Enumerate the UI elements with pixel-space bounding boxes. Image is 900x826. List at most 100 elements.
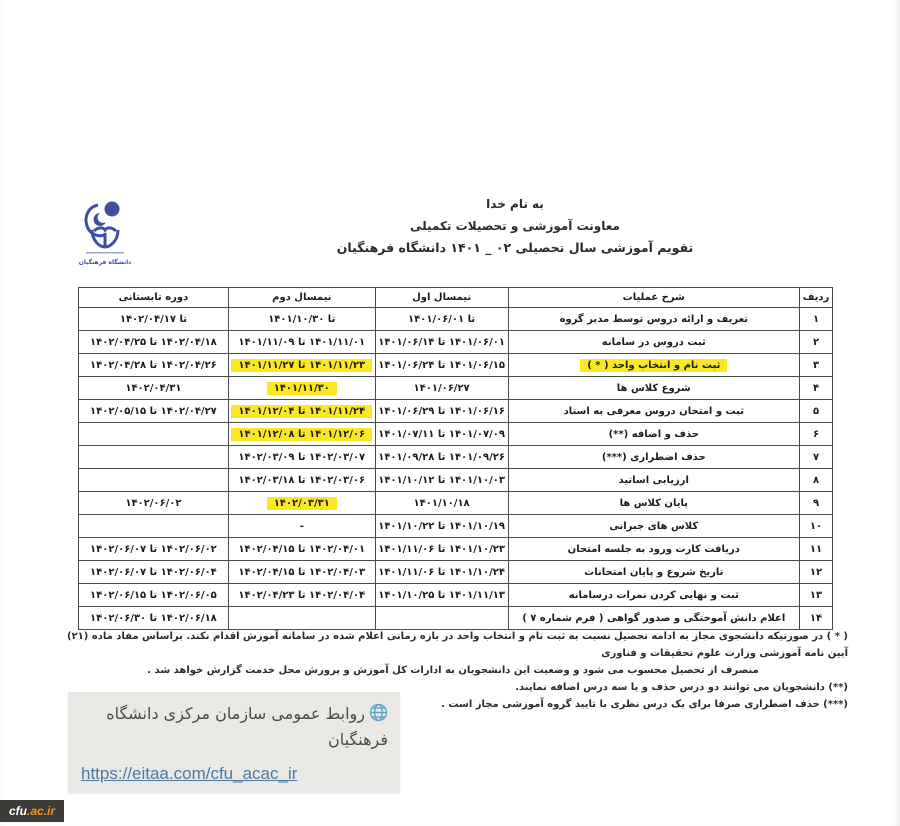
footnote-1: ( * ) در صورتیکه دانشجوی مجاز به ادامه ت…	[66, 631, 848, 659]
col-header-summer: دوره تابستانی	[78, 287, 229, 308]
semester2-cell: تا ۱۴۰۱/۱۰/۳۰	[227, 307, 376, 331]
semester1-cell: ۱۴۰۱/۱۰/۱۸	[374, 491, 509, 515]
row-number: ۶	[799, 422, 833, 446]
department-subtitle: معاونت آموزشی و تحصیلات تکمیلی	[410, 219, 620, 233]
col-header-operation: شرح عملیات	[507, 287, 801, 308]
semester2-cell: ۱۴۰۲/۰۴/۰۴ تا ۱۴۰۲/۰۴/۲۳	[227, 583, 376, 607]
table-row: ۱۳ ثبت و نهایی کردن نمرات درسامانه ۱۴۰۱/…	[78, 583, 833, 607]
row-number: ۴	[799, 376, 833, 400]
table-row: ۸ ارزیابی اساتید ۱۴۰۱/۱۰/۰۳ تا ۱۴۰۱/۱۰/۱…	[78, 468, 833, 492]
summer-cell	[78, 468, 229, 492]
semester1-cell: ۱۴۰۱/۰۹/۲۶ تا ۱۴۰۱/۰۹/۲۸	[374, 445, 509, 469]
semester2-cell: ۱۴۰۲/۰۴/۰۱ تا ۱۴۰۲/۰۴/۱۵	[227, 537, 376, 561]
public-relations-label-line: روابط عمومی سازمان مرکزی دانشگاه فرهنگیا…	[68, 692, 400, 751]
footnotes: ( * ) در صورتیکه دانشجوی مجاز به ادامه ت…	[58, 628, 848, 713]
watermark-cfu: cfu	[8, 804, 27, 818]
eitaa-channel-link[interactable]: https://eitaa.com/cfu_acac_ir	[81, 764, 298, 783]
semester1-cell: ۱۴۰۱/۱۰/۲۴ تا ۱۴۰۱/۱۱/۰۶	[374, 560, 509, 584]
table-row: ۴ شروع کلاس ها ۱۴۰۱/۰۶/۲۷ ۱۴۰۱/۱۱/۳۰ ۱۴۰…	[78, 376, 833, 400]
semester2-cell: ۱۴۰۲/۰۴/۰۳ تا ۱۴۰۲/۰۴/۱۵	[227, 560, 376, 584]
col-header-semester1: نیمسال اول	[374, 287, 509, 308]
operation-cell: ثبت و نهایی کردن نمرات درسامانه	[507, 583, 801, 607]
summer-cell: ۱۴۰۲/۰۴/۱۸ تا ۱۴۰۲/۰۴/۲۵	[78, 330, 229, 354]
bismillah-line: به نام خدا	[486, 197, 544, 211]
row-number: ۳	[799, 353, 833, 377]
semester2-cell: ۱۴۰۱/۱۱/۳۰	[227, 376, 376, 400]
operation-cell: ثبت نام و انتخاب واحد ( * )	[507, 353, 801, 377]
semester2-cell	[227, 606, 376, 630]
semester1-cell: ۱۴۰۱/۰۶/۱۵ تا ۱۴۰۱/۰۶/۲۴	[374, 353, 509, 377]
semester1-cell: ۱۴۰۱/۱۱/۱۳ تا ۱۴۰۱/۱۰/۲۵	[374, 583, 509, 607]
operation-cell: ارزیابی اساتید	[507, 468, 801, 492]
table-row: ۱۴ اعلام دانش آموختگی و صدور گواهی ( فرم…	[78, 606, 833, 630]
highlighted-text: ۱۴۰۱/۱۱/۲۳ تا ۱۴۰۱/۱۱/۲۷	[231, 358, 373, 372]
farhangian-university-logo-icon	[84, 201, 124, 254]
col-header-row-number: ردیف	[799, 287, 833, 308]
footnote-1-continued: منصرف از تحصیل محسوب می شود و وضعیت این …	[147, 665, 759, 676]
summer-cell	[78, 422, 229, 446]
table-row: ۶ حذف و اضافه (**) ۱۴۰۱/۰۷/۰۹ تا ۱۴۰۱/۰۷…	[78, 422, 833, 446]
semester1-cell: ۱۴۰۱/۱۰/۲۳ تا ۱۴۰۱/۱۱/۰۶	[374, 537, 509, 561]
semester1-cell: تا ۱۴۰۱/۰۶/۰۱	[374, 307, 509, 331]
public-relations-box: روابط عمومی سازمان مرکزی دانشگاه فرهنگیا…	[68, 692, 400, 793]
footnote-2: (**) دانشجویان می توانند دو درس حذف و یا…	[515, 682, 848, 693]
summer-cell	[78, 445, 229, 469]
semester1-cell: ۱۴۰۱/۱۰/۱۹ تا ۱۴۰۱/۱۰/۲۲	[374, 514, 509, 538]
summer-cell: ۱۴۰۲/۰۶/۱۸ تا ۱۴۰۲/۰۶/۳۰	[78, 606, 229, 630]
semester2-cell: ۱۴۰۲/۰۳/۰۷ تا ۱۴۰۲/۰۳/۰۹	[227, 445, 376, 469]
summer-cell: ۱۴۰۲/۰۴/۳۱	[78, 376, 229, 400]
semester2-cell: -	[227, 514, 376, 538]
operation-cell: اعلام دانش آموختگی و صدور گواهی ( فرم شم…	[507, 606, 801, 630]
highlighted-text: ۱۴۰۲/۰۳/۳۱	[266, 496, 337, 510]
public-relations-label: روابط عمومی سازمان مرکزی دانشگاه فرهنگیا…	[106, 704, 388, 749]
logo-caption: دانشگاه فرهنگیان	[78, 259, 132, 266]
semester1-cell: ۱۴۰۱/۰۶/۱۶ تا ۱۴۰۱/۰۶/۲۹	[374, 399, 509, 423]
semester1-cell: ۱۴۰۱/۰۶/۰۱ تا ۱۴۰۱/۰۶/۱۴	[374, 330, 509, 354]
operation-cell: شروع کلاس ها	[507, 376, 801, 400]
semester1-cell: ۱۴۰۱/۱۰/۰۳ تا ۱۴۰۱/۱۰/۱۲	[374, 468, 509, 492]
table-row: ۷ حذف اضطراری (***) ۱۴۰۱/۰۹/۲۶ تا ۱۴۰۱/۰…	[78, 445, 833, 469]
highlighted-text: ۱۴۰۱/۱۱/۳۰	[266, 381, 337, 395]
university-logo: دانشگاه فرهنگیان	[72, 197, 138, 275]
row-number: ۱۴	[799, 606, 833, 630]
table-row: ۱۲ تاریخ شروع و پایان امتحانات ۱۴۰۱/۱۰/۲…	[78, 560, 833, 584]
row-number: ۹	[799, 491, 833, 515]
row-number: ۱۰	[799, 514, 833, 538]
table-row: ۱۱ دریافت کارت ورود به جلسه امتحان ۱۴۰۱/…	[78, 537, 833, 561]
summer-cell	[78, 514, 229, 538]
semester1-cell: ۱۴۰۱/۰۶/۲۷	[374, 376, 509, 400]
semester2-cell: ۱۴۰۱/۱۱/۰۱ تا ۱۴۰۱/۱۱/۰۹	[227, 330, 376, 354]
summer-cell: ۱۴۰۲/۰۴/۲۶ تا ۱۴۰۲/۰۴/۲۸	[78, 353, 229, 377]
table-row: ۱۰ کلاس های جبرانی ۱۴۰۱/۱۰/۱۹ تا ۱۴۰۱/۱۰…	[78, 514, 833, 538]
semester2-cell: ۱۴۰۲/۰۳/۳۱	[227, 491, 376, 515]
table-row: ۲ ثبت دروس در سامانه ۱۴۰۱/۰۶/۰۱ تا ۱۴۰۱/…	[78, 330, 833, 354]
semester2-cell: ۱۴۰۱/۱۱/۲۴ تا ۱۴۰۱/۱۲/۰۴	[227, 399, 376, 423]
summer-cell: ۱۴۰۲/۰۶/۰۴ تا ۱۴۰۲/۰۶/۰۷	[78, 560, 229, 584]
highlighted-text: ۱۴۰۱/۱۲/۰۶ تا ۱۴۰۱/۱۲/۰۸	[231, 427, 373, 441]
site-watermark: cfu .ac.ir	[0, 800, 64, 822]
semester1-cell	[374, 606, 509, 630]
operation-cell: دریافت کارت ورود به جلسه امتحان	[507, 537, 801, 561]
footnote-3: (***) حذف اضطراری صرفا برای یک درس نظری …	[441, 699, 848, 710]
semester1-cell: ۱۴۰۱/۰۷/۰۹ تا ۱۴۰۱/۰۷/۱۱	[374, 422, 509, 446]
operation-cell: تعریف و ارائه دروس توسط مدیر گروه	[507, 307, 801, 331]
document-header: به نام خدا معاونت آموزشی و تحصیلات تکمیل…	[295, 194, 735, 259]
row-number: ۱۲	[799, 560, 833, 584]
table-header-row: ردیف شرح عملیات نیمسال اول نیمسال دوم دو…	[78, 287, 833, 308]
row-number: ۱۱	[799, 537, 833, 561]
row-number: ۱۳	[799, 583, 833, 607]
summer-cell: تا ۱۴۰۲/۰۴/۱۷	[78, 307, 229, 331]
table-row: ۳ ثبت نام و انتخاب واحد ( * ) ۱۴۰۱/۰۶/۱۵…	[78, 353, 833, 377]
globe-icon	[369, 703, 388, 728]
table-row: ۵ ثبت و امتحان دروس معرفی به استاد ۱۴۰۱/…	[78, 399, 833, 423]
summer-cell: ۱۴۰۲/۰۶/۰۲ تا ۱۴۰۲/۰۶/۰۷	[78, 537, 229, 561]
row-number: ۵	[799, 399, 833, 423]
summer-cell: ۱۴۰۲/۰۶/۰۲	[78, 491, 229, 515]
row-number: ۷	[799, 445, 833, 469]
row-number: ۱	[799, 307, 833, 331]
operation-cell: ثبت و امتحان دروس معرفی به استاد	[507, 399, 801, 423]
watermark-acir: .ac.ir	[26, 804, 56, 818]
summer-cell: ۱۴۰۲/۰۴/۲۷ تا ۱۴۰۲/۰۵/۱۵	[78, 399, 229, 423]
table-row: ۹ پایان کلاس ها ۱۴۰۱/۱۰/۱۸ ۱۴۰۲/۰۳/۳۱ ۱۴…	[78, 491, 833, 515]
